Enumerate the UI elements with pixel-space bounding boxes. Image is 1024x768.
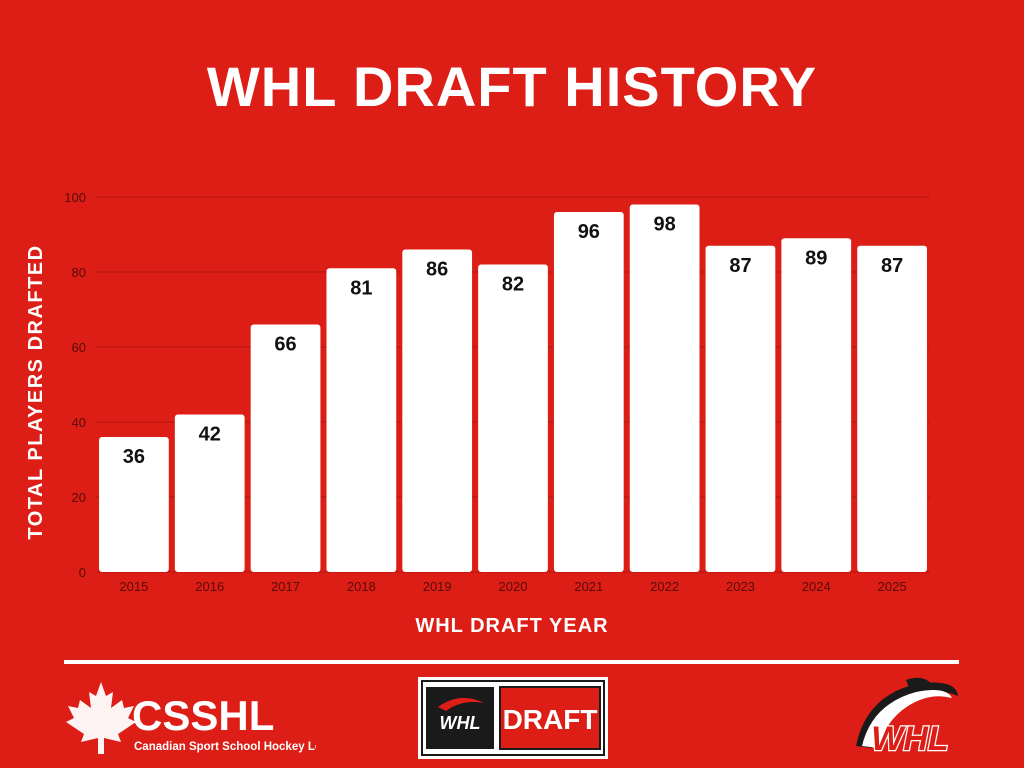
bar-value-label: 36 bbox=[123, 446, 145, 468]
y-tick-label: 80 bbox=[72, 265, 86, 280]
x-tick-label: 2023 bbox=[726, 579, 755, 594]
x-tick-label: 2021 bbox=[574, 579, 603, 594]
footer-divider bbox=[64, 660, 959, 664]
x-tick-label: 2020 bbox=[499, 579, 528, 594]
bar-2023 bbox=[705, 245, 776, 572]
bar-2024 bbox=[781, 238, 852, 572]
bar-2017 bbox=[250, 324, 321, 572]
y-tick-label: 60 bbox=[72, 340, 86, 355]
y-axis-label: TOTAL PLAYERS DRAFTED bbox=[25, 244, 47, 539]
bar-value-label: 87 bbox=[729, 255, 751, 277]
y-tick-label: 100 bbox=[64, 190, 86, 205]
x-tick-label: 2017 bbox=[271, 579, 300, 594]
bar-2022 bbox=[629, 204, 700, 572]
x-tick-label: 2019 bbox=[423, 579, 452, 594]
x-axis-ticks: 2015 2016 2017 2018 2019 2020 2021 2022 2023 2024… bbox=[119, 579, 906, 594]
x-tick-label: 2025 bbox=[878, 579, 907, 594]
bar-value-label: 96 bbox=[578, 221, 600, 243]
whl-logo: WHL bbox=[856, 677, 958, 759]
maple-leaf-icon bbox=[66, 682, 136, 754]
bar-2015 bbox=[99, 437, 169, 572]
chart-title: WHL DRAFT HISTORY bbox=[206, 55, 818, 118]
draft-logo-label: DRAFT bbox=[503, 704, 598, 735]
y-axis-ticks: 0 20 40 60 80 100 bbox=[64, 190, 86, 580]
bar-value-label: 66 bbox=[274, 334, 296, 356]
bar-value-label: 89 bbox=[805, 247, 827, 269]
x-tick-label: 2016 bbox=[195, 579, 224, 594]
bar-2021 bbox=[553, 212, 624, 572]
bar-chart: 0 20 40 60 80 100 36 42 66 81 86 82 96 98 87 89 87 2015… bbox=[25, 190, 930, 637]
bar-value-label: 87 bbox=[881, 255, 903, 277]
whl-flame-icon bbox=[856, 677, 958, 748]
x-tick-label: 2022 bbox=[650, 579, 679, 594]
csshl-tagline: Canadian Sport School Hockey League bbox=[134, 741, 316, 753]
bar-2016 bbox=[174, 414, 245, 572]
whl-flame-icon bbox=[438, 697, 484, 711]
bar-value-label: 81 bbox=[350, 277, 372, 299]
bars bbox=[99, 204, 927, 572]
bar-2019 bbox=[402, 249, 473, 572]
y-tick-label: 0 bbox=[79, 565, 86, 580]
x-tick-label: 2024 bbox=[802, 579, 831, 594]
bar-value-label: 98 bbox=[654, 214, 676, 236]
whl-draft-logo: WHL DRAFT bbox=[418, 677, 608, 759]
bar-value-label: 82 bbox=[502, 274, 524, 296]
x-tick-label: 2015 bbox=[119, 579, 148, 594]
y-tick-label: 40 bbox=[72, 415, 86, 430]
bar-2025 bbox=[857, 245, 927, 572]
bar-value-label: 42 bbox=[199, 424, 221, 446]
csshl-wordmark: CSSHL bbox=[132, 692, 274, 739]
draft-logo-whl-mark: WHL bbox=[440, 713, 481, 733]
x-tick-label: 2018 bbox=[347, 579, 376, 594]
csshl-logo: CSSHL Canadian Sport School Hockey Leagu… bbox=[66, 682, 316, 754]
bar-2020 bbox=[478, 264, 548, 572]
whl-wordmark: WHL bbox=[871, 720, 948, 758]
y-tick-label: 20 bbox=[72, 490, 86, 505]
bar-value-label: 86 bbox=[426, 259, 448, 281]
bar-2018 bbox=[326, 268, 397, 572]
bar-value-labels: 36 42 66 81 86 82 96 98 87 89 87 bbox=[123, 214, 903, 469]
x-axis-label: WHL DRAFT YEAR bbox=[415, 615, 608, 637]
